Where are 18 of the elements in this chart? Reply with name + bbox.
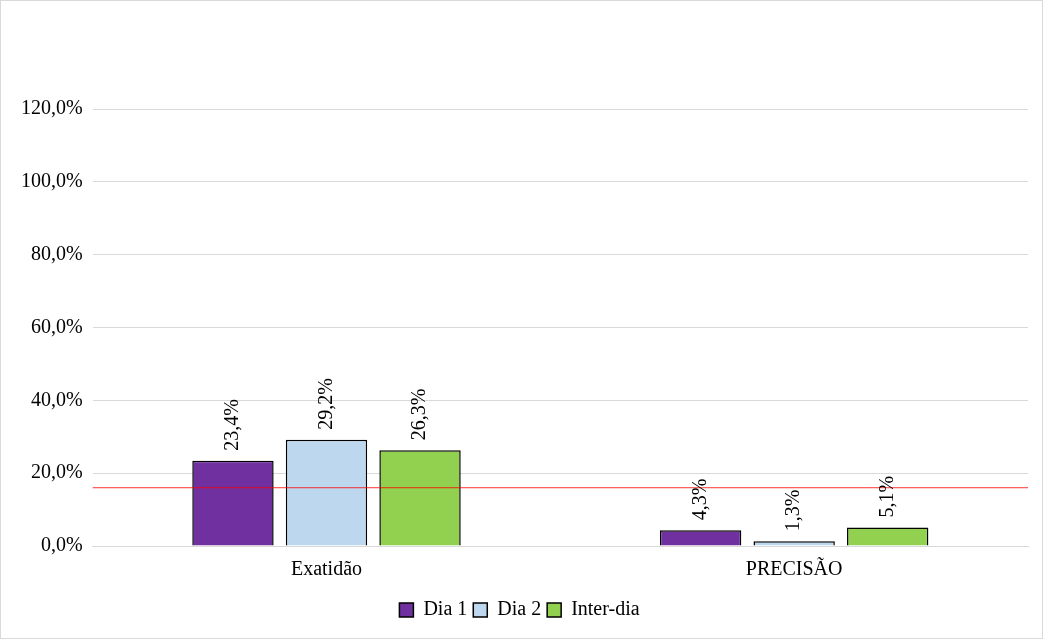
y-tick-label: 0,0%	[40, 533, 83, 556]
y-tick-label: 40,0%	[30, 387, 83, 410]
data-label: 29,2%	[313, 377, 336, 430]
legend-label: Dia 2	[497, 597, 542, 620]
data-label: 4,3%	[687, 478, 710, 521]
y-tick-label: 80,0%	[30, 241, 83, 264]
y-tick-label: 20,0%	[30, 460, 83, 483]
legend-label: Dia 1	[423, 597, 468, 620]
x-tick-label: PRECISÃO	[745, 556, 843, 580]
legend-label: Inter-dia	[571, 597, 640, 620]
data-label: 23,4%	[220, 399, 243, 451]
data-label: 5,1%	[874, 475, 897, 518]
data-label: 26,3%	[407, 388, 430, 441]
y-tick-label: 120,0%	[20, 96, 83, 119]
data-label: 1,3%	[781, 489, 804, 532]
x-tick-label: Exatidão	[290, 557, 363, 580]
y-tick-label: 60,0%	[30, 314, 83, 337]
y-tick-label: 100,0%	[20, 169, 83, 192]
